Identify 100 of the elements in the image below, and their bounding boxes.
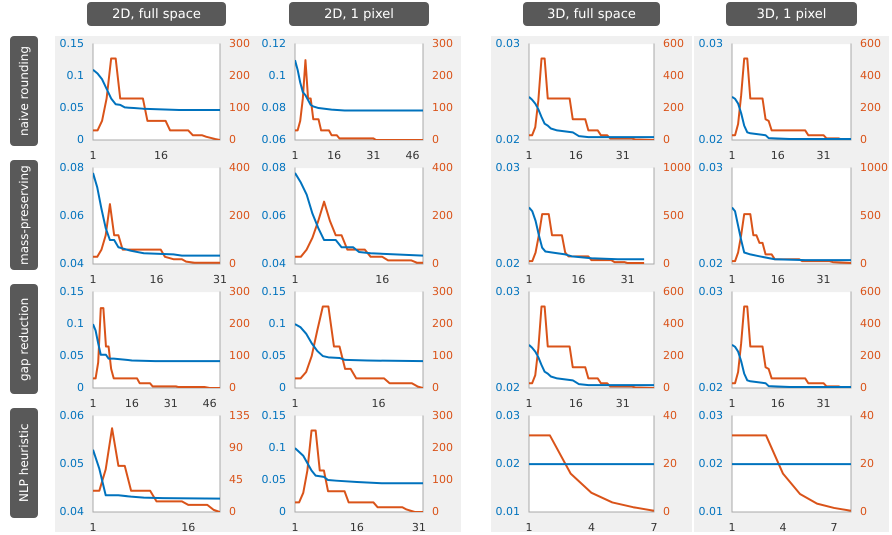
y-axis-title: gap reduction [10, 284, 38, 394]
y2-tick-label: 100 [432, 348, 453, 362]
x-tick-label: 1 [728, 149, 736, 162]
x-tick-label: 1 [292, 273, 298, 286]
y-tick-label: 0.02 [698, 256, 723, 270]
x-tick-label: 1 [90, 273, 96, 286]
y-tick-label: 0.06 [60, 208, 84, 222]
y2-tick-label: 200 [860, 348, 881, 362]
chart-title: 3D, 1 pixel [726, 2, 857, 26]
x-tick-label: 1 [292, 521, 298, 534]
y2-tick-label: 0 [860, 256, 867, 270]
y2-tick-label: 200 [432, 316, 453, 330]
y-axis-title: mass-preserving [10, 160, 38, 270]
y2-tick-label: 0 [860, 132, 867, 146]
y-tick-label: 0.03 [698, 161, 723, 174]
y-tick-label: 0.15 [60, 37, 84, 50]
x-tick-label: 16 [568, 149, 583, 162]
y-tick-label: 0.1 [268, 316, 286, 330]
y-tick-label: 0.15 [262, 409, 286, 422]
x-tick-label: 1 [728, 521, 736, 534]
y2-tick-label: 100 [229, 100, 250, 114]
y2-tick-label: 0 [229, 132, 236, 146]
y-axis-title: naive rounding [10, 36, 38, 146]
y-axis-title: NLP heuristic [10, 408, 38, 518]
y2-tick-label: 0 [663, 380, 670, 394]
y-tick-label: 0.06 [262, 132, 286, 146]
y-tick-label: 0.02 [496, 380, 520, 394]
y2-tick-label: 1000 [860, 161, 888, 174]
x-tick-label: 46 [202, 397, 217, 410]
y-tick-label: 0.06 [60, 409, 84, 422]
y-tick-label: 0.03 [496, 37, 520, 50]
x-tick-label: 16 [150, 273, 164, 286]
y-tick-label: 0.03 [496, 285, 520, 298]
x-tick-label: 31 [213, 273, 227, 286]
x-tick-label: 7 [830, 521, 838, 534]
x-tick-label: 31 [616, 149, 630, 162]
y2-tick-label: 600 [663, 37, 684, 50]
y2-tick-label: 600 [663, 285, 684, 298]
y2-tick-label: 200 [432, 440, 453, 454]
y2-tick-label: 400 [663, 68, 684, 82]
y2-tick-label: 200 [663, 348, 684, 362]
y-tick-label: 0 [77, 132, 84, 146]
y-tick-label: 0.02 [698, 132, 723, 146]
x-tick-label: 16 [327, 149, 342, 162]
y2-tick-label: 0 [663, 256, 670, 270]
y-tick-label: 0.15 [262, 285, 286, 298]
y2-tick-label: 0 [229, 380, 236, 394]
y2-tick-label: 0 [229, 504, 236, 518]
y2-tick-label: 40 [663, 409, 677, 422]
x-tick-label: 1 [90, 521, 96, 534]
x-tick-label: 1 [90, 149, 96, 162]
y2-tick-label: 300 [432, 409, 453, 422]
y2-tick-label: 135 [229, 409, 250, 422]
y-tick-label: 0.02 [698, 456, 723, 470]
x-tick-label: 31 [616, 397, 630, 410]
y2-tick-label: 20 [663, 456, 677, 470]
y-tick-label: 0.03 [698, 37, 723, 50]
x-tick-label: 31 [366, 149, 380, 162]
x-tick-label: 16 [124, 397, 139, 410]
x-tick-label: 31 [816, 273, 831, 286]
y2-tick-label: 200 [432, 208, 453, 222]
y2-tick-label: 500 [860, 208, 881, 222]
y-tick-label: 0.08 [262, 100, 286, 114]
y-tick-label: 0 [279, 380, 286, 394]
y2-tick-label: 0 [860, 504, 867, 518]
x-tick-label: 31 [816, 149, 831, 162]
y2-tick-label: 40 [860, 409, 874, 422]
x-tick-label: 16 [371, 397, 386, 410]
y-tick-label: 0.01 [698, 504, 723, 518]
x-tick-label: 1 [728, 273, 736, 286]
y-tick-label: 0.04 [60, 504, 84, 518]
y-tick-label: 0.03 [496, 409, 520, 422]
y-tick-label: 0.05 [60, 100, 84, 114]
y2-tick-label: 200 [229, 68, 250, 82]
x-tick-label: 1 [526, 273, 532, 286]
x-tick-label: 16 [770, 273, 785, 286]
y-tick-label: 0.02 [496, 456, 520, 470]
chart-title: 3D, full space [523, 2, 660, 26]
y-tick-label: 0.01 [496, 504, 520, 518]
x-tick-label: 7 [650, 521, 658, 534]
y2-tick-label: 300 [229, 37, 250, 50]
x-tick-label: 31 [816, 397, 831, 410]
y-tick-label: 0.08 [262, 161, 286, 174]
y2-tick-label: 200 [663, 100, 684, 114]
y2-tick-label: 200 [432, 68, 453, 82]
y-tick-label: 0.02 [496, 256, 520, 270]
y2-tick-label: 200 [860, 100, 881, 114]
x-tick-label: 1 [292, 397, 298, 410]
x-tick-label: 16 [568, 397, 583, 410]
x-tick-label: 4 [588, 521, 595, 534]
y-tick-label: 0.03 [698, 409, 723, 422]
x-tick-label: 16 [375, 273, 390, 286]
y2-tick-label: 400 [663, 316, 684, 330]
y-tick-label: 0.05 [60, 348, 84, 362]
y-tick-label: 0 [279, 504, 286, 518]
y2-tick-label: 0 [432, 380, 439, 394]
x-tick-label: 46 [406, 149, 420, 162]
y2-tick-label: 0 [663, 504, 670, 518]
x-tick-label: 16 [770, 397, 785, 410]
y-tick-label: 0.05 [262, 348, 286, 362]
